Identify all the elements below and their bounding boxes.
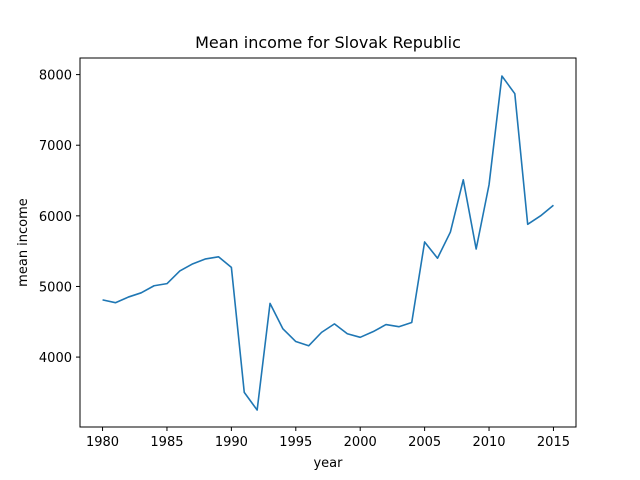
axes-frame	[79, 57, 577, 428]
y-tick-label: 8000	[39, 69, 72, 84]
x-tick-label: 1990	[215, 435, 248, 450]
y-axis-label: mean income	[16, 198, 31, 287]
x-tick-label: 2010	[472, 435, 505, 450]
y-tick-label: 4000	[39, 351, 72, 366]
y-tick-label: 5000	[39, 280, 72, 295]
x-tick-label: 1995	[279, 435, 312, 450]
x-tick-label: 1980	[86, 435, 119, 450]
x-tick-label: 2015	[537, 435, 570, 450]
plot-area	[102, 75, 554, 411]
x-tick-label: 1985	[150, 435, 183, 450]
y-tick-label: 6000	[39, 210, 72, 225]
x-tick-label: 2000	[344, 435, 377, 450]
y-tick-label: 7000	[39, 139, 72, 154]
y-axis: 4000 5000 6000 7000 8000	[39, 69, 80, 366]
chart-title: Mean income for Slovak Republic	[195, 33, 461, 52]
x-axis-label: year	[313, 456, 343, 471]
series-line-0	[102, 75, 554, 411]
x-axis: 1980 1985 1990 1995 2000 2005 2010 2015	[86, 427, 570, 450]
x-tick-label: 2005	[408, 435, 441, 450]
